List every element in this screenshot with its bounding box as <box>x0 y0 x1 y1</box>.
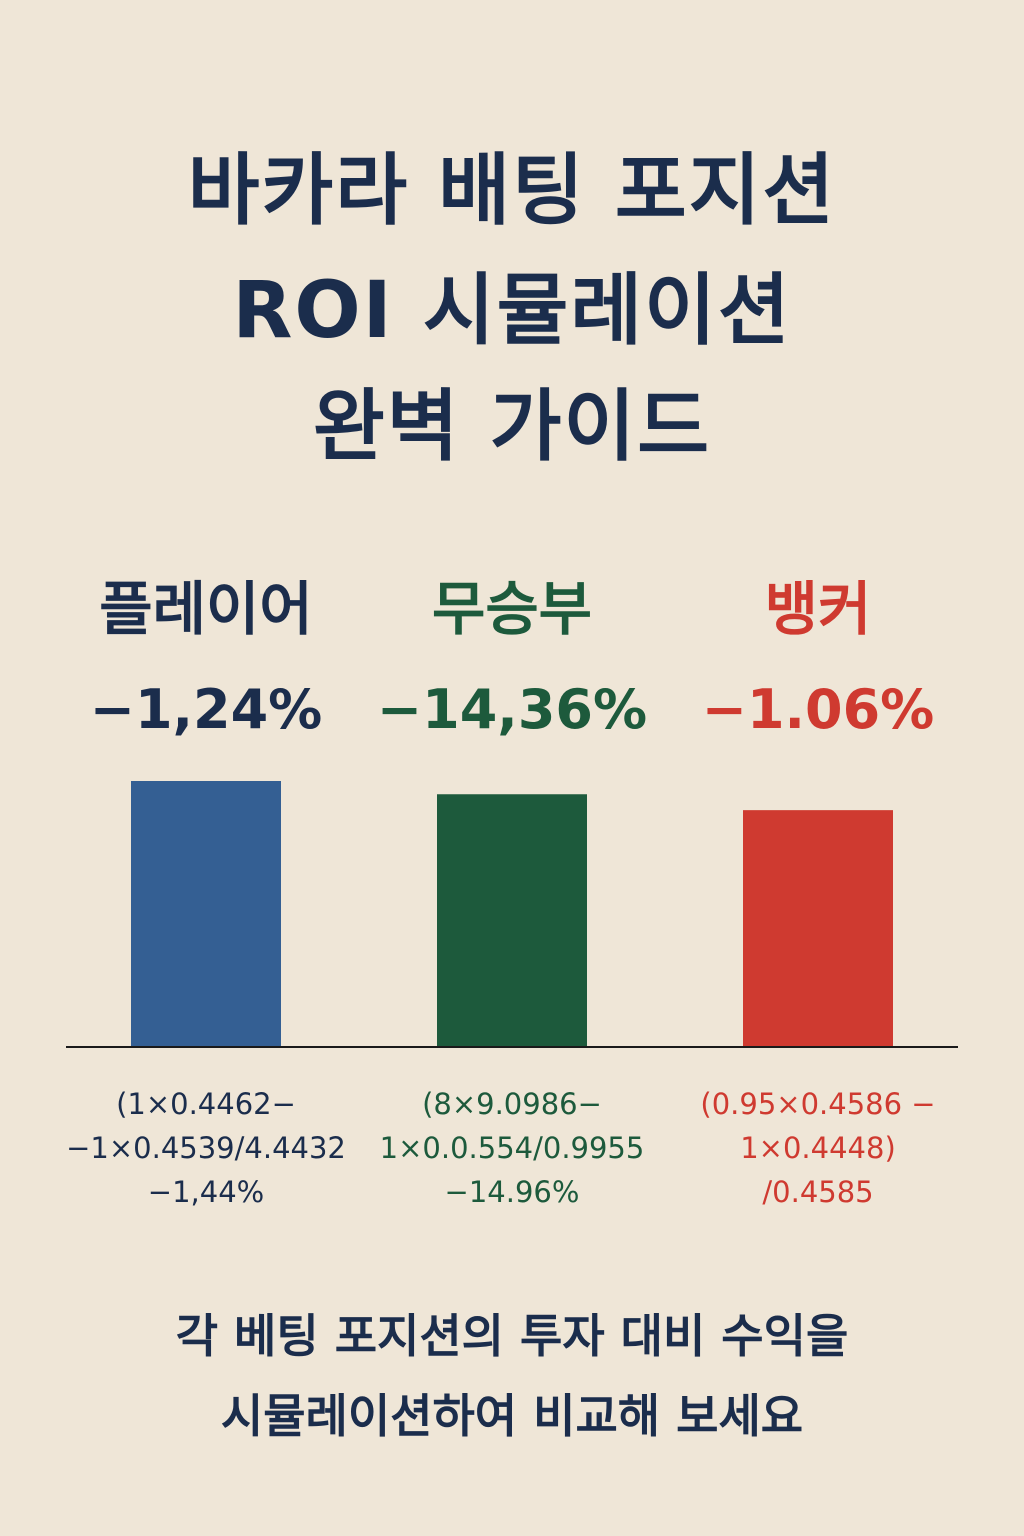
footer-line-2: 시뮬레이션하여 비교해 보세요 <box>220 1389 804 1443</box>
category-label-banker: 뱅커 <box>764 575 872 643</box>
value-label-tie: −14,36% <box>376 678 648 741</box>
formula-player: (1×0.4462− −1×0.4539/4.4432 −1,44% <box>36 1082 376 1214</box>
formula-player-line-3: −1,44% <box>147 1175 265 1209</box>
formula-tie-line-1: (8×9.0986− <box>422 1087 602 1121</box>
bar-banker <box>743 810 893 1046</box>
title-line-1: 바카라 배팅 포지션 <box>187 146 837 236</box>
formula-player-line-1: (1×0.4462− <box>116 1087 296 1121</box>
formula-banker-line-2: 1×0.4448) <box>740 1131 896 1165</box>
bar-chart <box>66 781 958 1048</box>
category-label-player: 플레이어 <box>99 575 313 643</box>
formula-banker-line-1: (0.95×0.4586 − <box>700 1087 936 1121</box>
formula-banker-line-3: /0.4585 <box>762 1175 874 1209</box>
value-label-banker: −1.06% <box>701 678 935 741</box>
formula-tie-line-2: 1×0.0.554/0.9955 <box>379 1131 645 1165</box>
formula-banker: (0.95×0.4586 − 1×0.4448) /0.4585 <box>648 1082 988 1214</box>
formula-tie-line-3: −14.96% <box>444 1175 580 1209</box>
bar-player <box>131 781 281 1046</box>
category-label-tie: 무승부 <box>431 575 593 643</box>
title-line-2: ROI 시뮬레이션 <box>232 266 792 356</box>
formula-player-line-2: −1×0.4539/4.4432 <box>66 1131 346 1165</box>
footer-line-1: 각 베팅 포지션의 투자 대비 수익을 <box>175 1309 849 1363</box>
formula-tie: (8×9.0986− 1×0.0.554/0.9955 −14.96% <box>342 1082 682 1214</box>
title-line-3: 완벽 가이드 <box>313 382 711 472</box>
bar-tie <box>437 794 587 1046</box>
bars-group <box>131 781 893 1046</box>
value-label-player: −1,24% <box>89 678 323 741</box>
